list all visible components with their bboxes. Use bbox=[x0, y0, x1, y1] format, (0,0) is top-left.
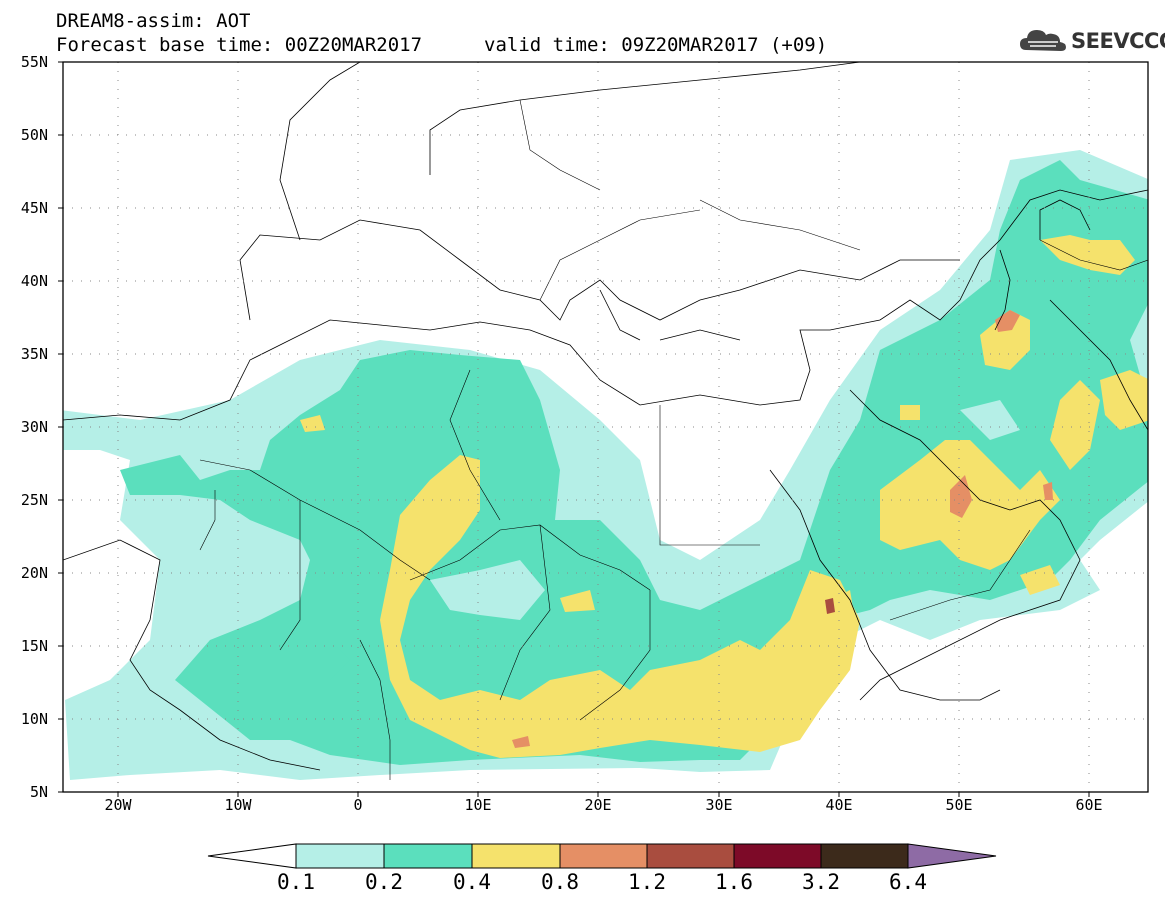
lat-label: 5N bbox=[0, 784, 48, 800]
lon-label: 50E bbox=[929, 797, 989, 813]
colorbar-label: 1.2 bbox=[617, 870, 677, 894]
lat-label: 25N bbox=[0, 492, 48, 508]
lon-label: 0 bbox=[328, 797, 388, 813]
lat-label: 55N bbox=[0, 54, 48, 70]
lon-label: 20W bbox=[88, 797, 148, 813]
lon-label: 60E bbox=[1059, 797, 1119, 813]
forecast-base-time: Forecast base time: 00Z20MAR2017 bbox=[56, 34, 422, 56]
colorbar-label: 0.1 bbox=[266, 870, 326, 894]
colorbar-label: 0.4 bbox=[442, 870, 502, 894]
lat-label: 40N bbox=[0, 273, 48, 289]
colorbar-label: 1.6 bbox=[704, 870, 764, 894]
lat-label: 20N bbox=[0, 565, 48, 581]
lon-label: 10W bbox=[208, 797, 268, 813]
lat-label: 50N bbox=[0, 127, 48, 143]
lon-label: 20E bbox=[568, 797, 628, 813]
lon-label: 40E bbox=[809, 797, 869, 813]
colorbar-label: 0.8 bbox=[530, 870, 590, 894]
colorbar-label: 3.2 bbox=[791, 870, 851, 894]
plot-title: DREAM8-assim: AOT bbox=[56, 10, 250, 32]
colorbar-label: 0.2 bbox=[354, 870, 414, 894]
valid-time: valid time: 09Z20MAR2017 (+09) bbox=[484, 34, 827, 56]
lon-label: 10E bbox=[448, 797, 508, 813]
logo-text: SEEVCCC bbox=[1071, 29, 1165, 53]
lat-label: 15N bbox=[0, 638, 48, 654]
lon-label: 30E bbox=[689, 797, 749, 813]
lat-label: 45N bbox=[0, 200, 48, 216]
lat-label: 10N bbox=[0, 711, 48, 727]
lat-label: 35N bbox=[0, 346, 48, 362]
colorbar-label: 6.4 bbox=[878, 870, 938, 894]
lat-label: 30N bbox=[0, 419, 48, 435]
